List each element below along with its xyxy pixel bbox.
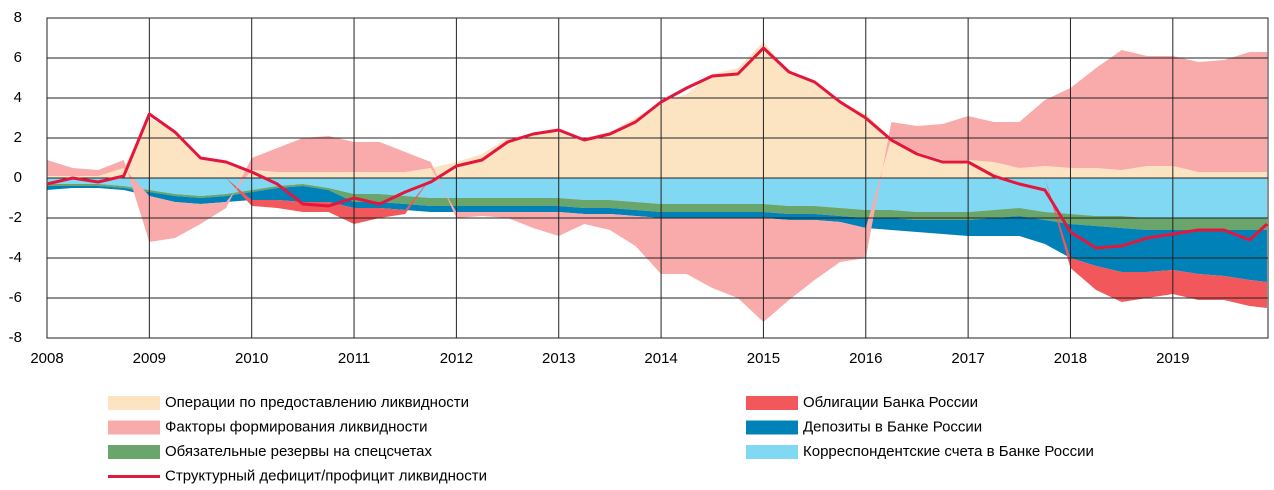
line [46, 46, 1268, 250]
legend-label: Операции по предоставлению ликвидности [165, 394, 469, 411]
legend-label: Структурный дефицит/профицит ликвидности [165, 467, 487, 484]
x-tick-label: 2019 [1156, 350, 1189, 367]
area [47, 42, 1267, 178]
y-tick-label: 8 [14, 9, 22, 26]
area [47, 178, 1267, 308]
y-tick-label: -4 [9, 249, 22, 266]
legend-label: Корреспондентские счета в Банке России [803, 443, 1094, 460]
legend-label: Обязательные резервы на спецсчетах [165, 443, 433, 460]
x-tick-label: 2015 [747, 350, 780, 367]
y-tick-label: -8 [9, 329, 22, 346]
legend-label: Депозиты в Банке России [803, 418, 982, 435]
y-tick-label: 4 [14, 89, 22, 106]
y-tick-label: 6 [14, 49, 22, 66]
legend-swatch [746, 396, 798, 410]
x-tick-label: 2017 [951, 350, 984, 367]
area [47, 178, 1267, 218]
area [47, 186, 1267, 282]
x-tick-label: 2012 [440, 350, 473, 367]
legend-swatch [746, 420, 798, 435]
legend-swatch [108, 420, 160, 435]
y-tick-label: 2 [14, 129, 22, 146]
x-tick-label: 2018 [1054, 350, 1087, 367]
legend-label: Облигации Банка России [803, 394, 978, 411]
y-tick-label: -2 [9, 209, 22, 226]
x-tick-label: 2016 [849, 350, 882, 367]
x-tick-label: 2013 [542, 350, 575, 367]
x-tick-label: 2011 [338, 350, 370, 367]
y-tick-label: 0 [14, 169, 22, 186]
x-tick-label: 2009 [133, 350, 166, 367]
legend-swatch [746, 445, 798, 459]
legend-label: Факторы формирования ликвидности [165, 418, 427, 435]
x-tick-label: 2010 [235, 350, 268, 367]
y-tick-label: -6 [9, 289, 22, 306]
x-tick-label: 2014 [644, 350, 677, 367]
area [47, 50, 1267, 322]
legend-swatch [108, 445, 160, 459]
x-tick-label: 2008 [30, 350, 63, 367]
legend-swatch [108, 396, 160, 410]
plot-frame [46, 17, 1269, 339]
